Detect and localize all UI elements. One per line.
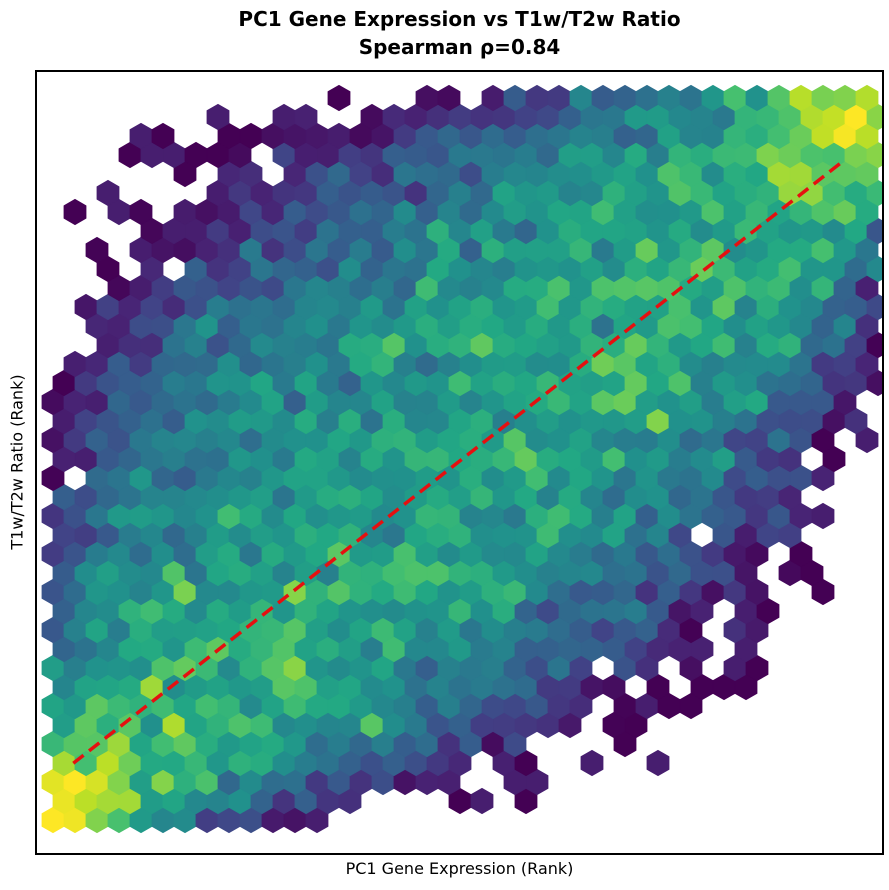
x-axis-label: PC1 Gene Expression (Rank) — [345, 859, 574, 878]
hex-cell — [327, 84, 351, 112]
hex-cell — [294, 103, 318, 131]
hex-cell — [206, 103, 230, 131]
hex-cell — [470, 787, 494, 815]
hex-cell — [580, 749, 604, 777]
hex-cell — [129, 198, 153, 226]
hex-cell — [96, 179, 120, 207]
chart-title-block: PC1 Gene Expression vs T1w/T2w Ratio Spe… — [37, 5, 882, 61]
hex-cell — [855, 84, 879, 112]
hex-cell — [646, 749, 670, 777]
hex-cell — [85, 236, 109, 264]
hex-cell — [811, 502, 835, 530]
hexbin-canvas — [41, 84, 882, 834]
chart-title: PC1 Gene Expression vs T1w/T2w Ratio — [238, 7, 681, 31]
y-axis-label: T1w/T2w Ratio (Rank) — [7, 374, 27, 550]
chart-subtitle: Spearman ρ=0.84 — [358, 35, 561, 59]
plot-area — [35, 70, 884, 855]
hex-cell — [63, 198, 87, 226]
trend-line — [72, 160, 844, 765]
hex-cell — [151, 122, 175, 150]
hex-cell — [437, 84, 461, 112]
